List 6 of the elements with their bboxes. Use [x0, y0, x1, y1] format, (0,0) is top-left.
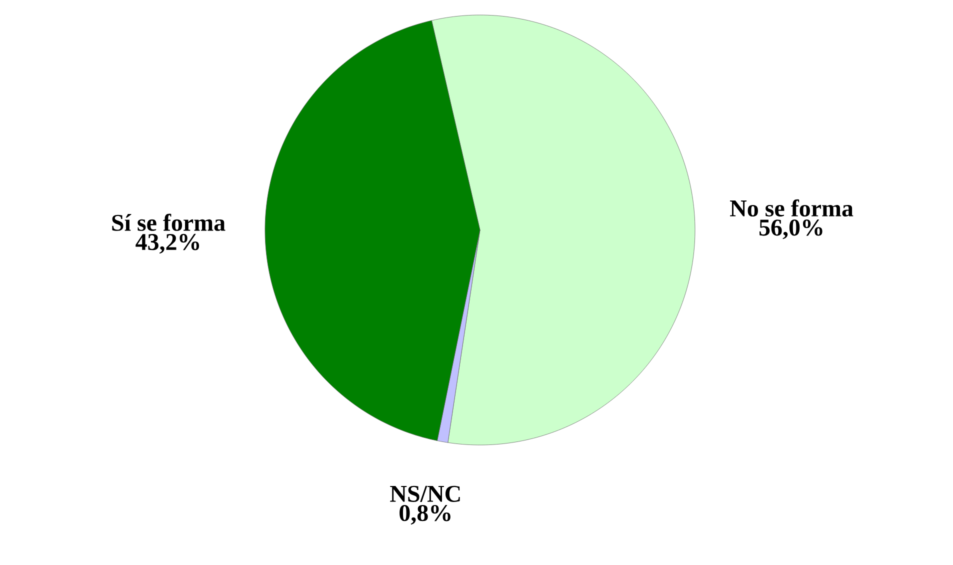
slice-label: NS/NC	[390, 486, 460, 502]
slice-label: Sí se forma	[112, 214, 226, 231]
data-label: 56,0%	[759, 219, 822, 240]
data-label: 43,2%	[136, 234, 200, 254]
data-label: 0,8%	[400, 504, 450, 525]
slice-label: No se forma	[730, 199, 854, 216]
